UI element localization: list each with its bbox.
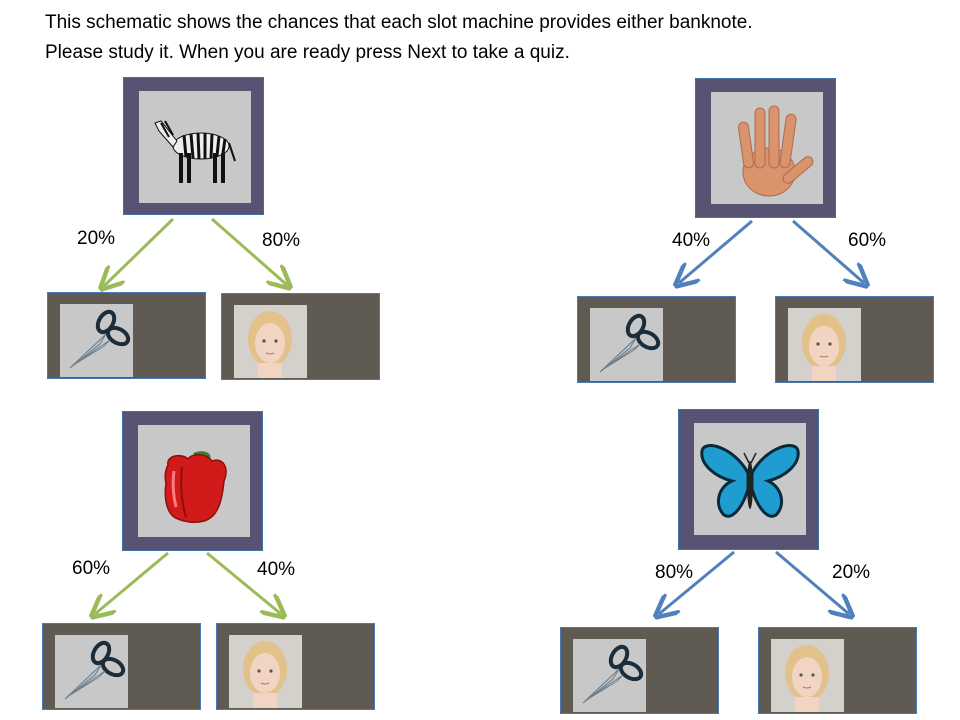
outcome-scissors-pepper [42,623,201,710]
girl-face-icon [771,639,844,712]
arrow-pepper-right [206,551,281,614]
instruction-line-2: Please study it. When you are ready pres… [45,42,570,63]
arrow-zebra-left [104,217,175,286]
outcome-scissors-butterfly [560,627,719,714]
slot-machine-butterfly [678,409,819,550]
arrow-butterfly-left [659,550,735,614]
pepper-left-percent: 60% [72,558,111,579]
slot-machine-zebra [123,77,264,215]
zebra-left-percent: 20% [77,228,116,249]
slot-machine-hand [695,78,836,218]
hand-icon [711,92,823,204]
arrow-hand-right [792,219,864,283]
hand-left-percent: 40% [672,230,711,251]
instructions: This schematic shows the chances that ea… [45,8,945,68]
outcome-girl-hand [775,296,934,383]
instruction-line-1: This schematic shows the chances that ea… [45,12,753,33]
pepper-right-percent: 40% [257,559,296,580]
zebra-icon [139,91,251,203]
scissors-icon [60,304,133,377]
girl-face-icon [234,305,307,378]
outcome-girl-zebra [221,293,380,380]
arrow-hand-left [679,219,753,283]
outcome-girl-pepper [216,623,375,710]
scissors-icon [55,635,128,708]
outcome-scissors-zebra [47,292,206,379]
hand-right-percent: 60% [848,230,887,251]
arrow-zebra-right [211,217,287,285]
girl-face-icon [788,308,861,381]
outcome-girl-butterfly [758,627,917,714]
butterfly-right-percent: 20% [832,562,871,583]
butterfly-left-percent: 80% [655,562,694,583]
butterfly-icon [694,423,806,535]
scissors-icon [590,308,663,381]
zebra-right-percent: 80% [262,230,301,251]
slot-machine-pepper [122,411,263,551]
arrow-pepper-left [95,551,169,614]
outcome-scissors-hand [577,296,736,383]
red-pepper-icon [138,425,250,537]
arrow-butterfly-right [775,550,849,614]
scissors-icon [573,639,646,712]
girl-face-icon [229,635,302,708]
